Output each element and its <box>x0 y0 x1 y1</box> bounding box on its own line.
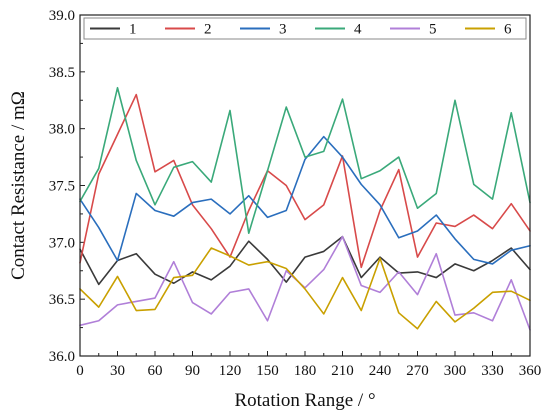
x-tick-label: 120 <box>219 363 242 379</box>
y-tick-label: 36.5 <box>49 292 75 308</box>
series-line-4 <box>79 86 531 235</box>
legend-label-2: 2 <box>204 22 212 38</box>
x-tick-label: 30 <box>110 363 125 379</box>
y-tick-label: 37.0 <box>49 235 75 251</box>
x-tick-label: 240 <box>369 363 392 379</box>
x-tick-label: 270 <box>406 363 429 379</box>
plot-frame <box>79 14 531 357</box>
legend-label-4: 4 <box>354 22 362 38</box>
x-tick-label: 210 <box>331 363 354 379</box>
x-tick-label: 360 <box>519 363 542 379</box>
legend-label-5: 5 <box>429 22 437 38</box>
legend: 1 2 3 4 5 6 <box>83 17 527 40</box>
x-axis-title: Rotation Range / ° <box>234 390 375 411</box>
tick-labels: 0 30 60 90 120 150 180 210 240 270 300 330 36036.036… <box>49 8 542 379</box>
y-tick-label: 36.0 <box>49 349 75 365</box>
y-tick-label: 38.0 <box>49 122 75 138</box>
x-tick-label: 330 <box>481 363 504 379</box>
y-tick-label: 37.5 <box>49 179 75 195</box>
x-tick-label: 180 <box>294 363 317 379</box>
x-tick-label: 60 <box>148 363 163 379</box>
series-line-3 <box>79 135 531 265</box>
legend-label-6: 6 <box>504 22 512 38</box>
x-tick-label: 0 <box>76 363 84 379</box>
legend-box <box>83 17 527 40</box>
legend-label-1: 1 <box>129 22 137 38</box>
x-tick-label: 300 <box>444 363 467 379</box>
x-tick-label: 90 <box>185 363 200 379</box>
legend-label-3: 3 <box>279 22 287 38</box>
y-axis-title: Contact Resistance / mΩ <box>8 91 29 280</box>
x-tick-label: 150 <box>256 363 279 379</box>
series-line-2 <box>79 93 531 269</box>
series-lines <box>79 86 531 331</box>
y-tick-label: 39.0 <box>49 8 75 24</box>
y-tick-label: 38.5 <box>49 65 75 81</box>
series-line-1 <box>79 235 531 286</box>
series-line-6 <box>79 247 531 330</box>
